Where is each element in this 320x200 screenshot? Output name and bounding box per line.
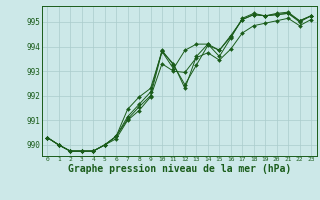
X-axis label: Graphe pression niveau de la mer (hPa): Graphe pression niveau de la mer (hPa) [68,164,291,174]
